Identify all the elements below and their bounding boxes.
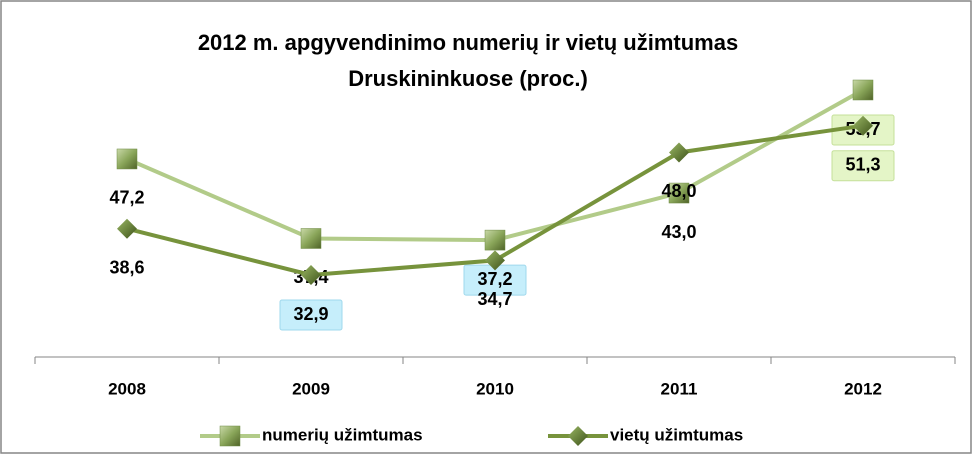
data-label: 37,2 <box>477 269 512 289</box>
legend-marker <box>568 426 588 446</box>
data-label: 48,0 <box>661 181 696 201</box>
x-tick-label: 2010 <box>476 379 514 398</box>
legend-marker <box>219 425 241 447</box>
marker <box>853 115 873 136</box>
x-tick-label: 2012 <box>844 379 882 398</box>
marker <box>484 229 506 251</box>
chart-title: 2012 m. apgyvendinimo numerių ir vietų u… <box>198 30 738 55</box>
data-label: 38,6 <box>109 258 144 278</box>
data-label: 51,3 <box>845 154 880 174</box>
data-label: 32,9 <box>293 304 328 324</box>
marker <box>301 265 321 285</box>
marker <box>485 250 505 271</box>
legend-label: vietų užimtumas <box>610 425 743 444</box>
marker <box>669 142 689 163</box>
data-label: 34,7 <box>477 289 512 309</box>
x-tick-label: 2008 <box>108 379 146 398</box>
data-label: 47,2 <box>109 188 144 208</box>
marker <box>300 228 322 249</box>
marker <box>117 218 137 239</box>
x-tick-label: 2011 <box>661 379 698 398</box>
marker <box>116 148 138 170</box>
x-tick-label: 2009 <box>292 379 330 398</box>
chart-title: Druskininkuose (proc.) <box>348 66 588 91</box>
marker <box>852 79 874 101</box>
legend-label: numerių užimtumas <box>262 425 423 444</box>
label-highlight <box>831 150 895 182</box>
marker <box>668 182 690 204</box>
data-label: 43,0 <box>661 222 696 242</box>
label-highlight <box>279 299 343 331</box>
